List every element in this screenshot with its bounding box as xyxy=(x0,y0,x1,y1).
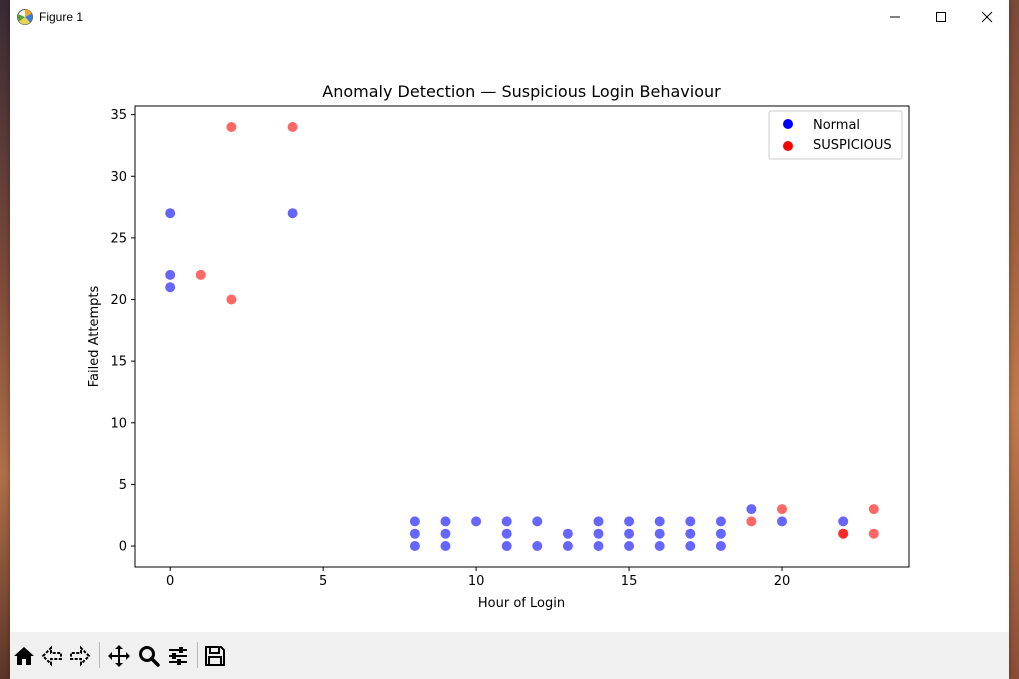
x-tick-label: 0 xyxy=(166,574,174,589)
point-normal-24 xyxy=(654,516,665,527)
maximize-icon xyxy=(936,12,946,22)
y-tick-label: 30 xyxy=(110,170,127,185)
point-normal-11 xyxy=(501,516,512,527)
point-normal-18 xyxy=(593,516,604,527)
chart-title: Anomaly Detection — Suspicious Login Beh… xyxy=(322,82,721,101)
configure-icon xyxy=(169,647,187,665)
point-normal-7 xyxy=(440,516,451,527)
back-icon xyxy=(41,645,62,667)
point-normal-31 xyxy=(715,528,726,539)
pan-icon xyxy=(108,645,130,667)
window-title: Figure 1 xyxy=(39,10,84,24)
title-bar[interactable]: Figure 1 xyxy=(10,0,1009,34)
point-normal-9 xyxy=(440,541,451,551)
figure-canvas[interactable]: Anomaly Detection — Suspicious Login Beh… xyxy=(10,34,1009,632)
point-normal-12 xyxy=(501,528,512,539)
point-normal-17 xyxy=(562,541,573,551)
y-tick-label: 0 xyxy=(119,540,127,555)
point-normal-8 xyxy=(440,528,451,539)
point-suspicious-7 xyxy=(838,528,849,539)
point-normal-28 xyxy=(685,528,696,539)
minimize-icon xyxy=(890,16,900,18)
point-normal-14 xyxy=(532,516,543,527)
point-normal-16 xyxy=(562,528,573,539)
navigation-toolbar xyxy=(10,632,1009,679)
point-suspicious-8 xyxy=(868,504,879,515)
point-suspicious-2 xyxy=(195,269,206,280)
y-tick-label: 5 xyxy=(119,478,127,493)
close-button[interactable] xyxy=(964,0,1010,34)
point-normal-0 xyxy=(165,208,176,219)
zoom-icon xyxy=(139,646,160,667)
point-normal-2 xyxy=(165,282,176,293)
point-suspicious-9 xyxy=(868,528,879,539)
y-tick-label: 35 xyxy=(110,108,127,123)
point-normal-35 xyxy=(838,516,849,527)
point-normal-26 xyxy=(654,541,665,551)
point-normal-21 xyxy=(624,516,635,527)
point-normal-34 xyxy=(777,516,787,527)
legend-marker-suspicious xyxy=(783,141,793,151)
point-normal-33 xyxy=(746,504,757,515)
forward-button[interactable] xyxy=(66,642,94,670)
close-icon xyxy=(981,11,993,23)
home-button[interactable] xyxy=(10,642,38,670)
y-tick-label: 25 xyxy=(110,231,127,246)
back-button[interactable] xyxy=(38,642,66,670)
point-suspicious-5 xyxy=(777,504,787,515)
point-normal-15 xyxy=(532,541,543,551)
x-tick-label: 20 xyxy=(774,574,791,589)
save-button[interactable] xyxy=(201,642,229,670)
x-axis-label: Hour of Login xyxy=(478,596,565,611)
pan-button[interactable] xyxy=(105,642,133,670)
y-tick-label: 10 xyxy=(110,416,127,431)
axes-frame xyxy=(134,105,910,568)
point-normal-30 xyxy=(715,516,726,527)
x-tick-label: 5 xyxy=(319,574,327,589)
maximize-button[interactable] xyxy=(918,0,964,34)
matplotlib-icon xyxy=(16,8,34,26)
y-tick-label: 20 xyxy=(110,293,127,308)
x-tick-label: 15 xyxy=(621,574,638,589)
point-normal-3 xyxy=(287,208,298,219)
point-normal-29 xyxy=(685,541,696,551)
point-normal-6 xyxy=(409,541,420,551)
home-icon xyxy=(14,647,34,665)
point-normal-1 xyxy=(165,269,176,280)
point-normal-32 xyxy=(715,541,726,551)
legend-label-suspicious: SUSPICIOUS xyxy=(813,138,892,153)
minimize-button[interactable] xyxy=(872,0,918,34)
y-axis-label: Failed Attempts xyxy=(87,286,102,388)
toolbar-separator xyxy=(99,642,100,668)
point-suspicious-0 xyxy=(226,122,237,132)
legend-label-normal: Normal xyxy=(813,118,860,133)
point-normal-13 xyxy=(501,541,512,551)
point-suspicious-3 xyxy=(226,294,237,305)
scatter-plot: Anomaly Detection — Suspicious Login Beh… xyxy=(87,82,910,611)
point-normal-23 xyxy=(624,541,635,551)
configure-subplots-button[interactable] xyxy=(164,642,192,670)
point-normal-19 xyxy=(593,528,604,539)
point-normal-22 xyxy=(624,528,635,539)
point-suspicious-4 xyxy=(746,516,757,527)
point-suspicious-1 xyxy=(287,122,298,132)
point-normal-25 xyxy=(654,528,665,539)
forward-icon xyxy=(70,645,91,667)
point-normal-4 xyxy=(409,516,420,527)
zoom-button[interactable] xyxy=(135,642,163,670)
legend: Normal SUSPICIOUS xyxy=(768,110,903,160)
x-tick-label: 10 xyxy=(468,574,485,589)
toolbar-separator xyxy=(197,642,198,668)
save-icon xyxy=(205,646,225,666)
legend-marker-normal xyxy=(783,119,793,129)
point-normal-27 xyxy=(685,516,696,527)
desktop-background xyxy=(0,0,10,679)
point-normal-20 xyxy=(593,541,604,551)
figure-window: Figure 1 Anomaly Detection — Suspicious … xyxy=(10,0,1009,679)
point-normal-5 xyxy=(409,528,420,539)
y-tick-label: 15 xyxy=(110,355,127,370)
point-normal-10 xyxy=(471,516,482,527)
